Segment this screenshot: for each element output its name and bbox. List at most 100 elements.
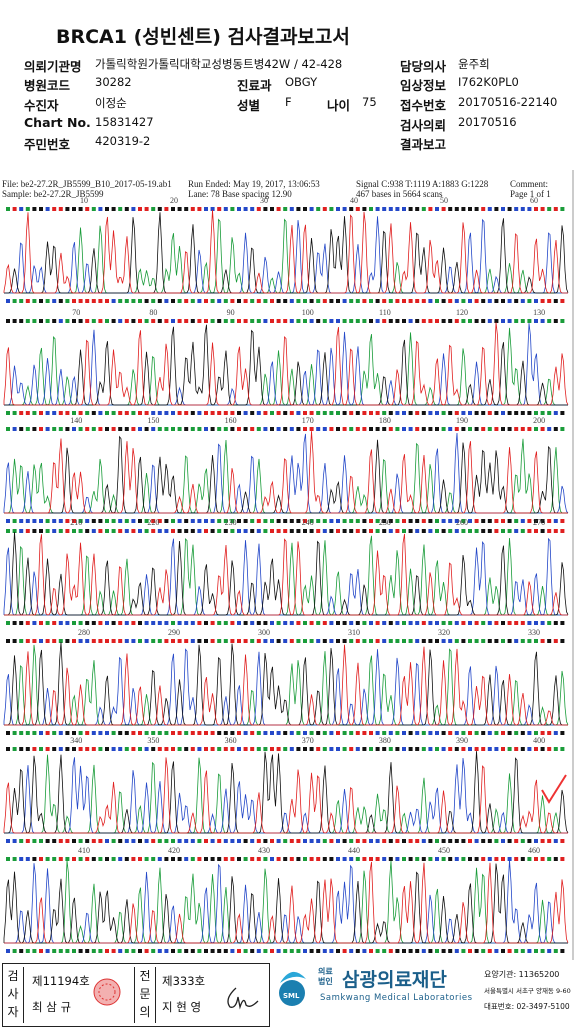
base-call xyxy=(19,857,24,861)
base-call xyxy=(296,857,301,861)
base-call xyxy=(415,639,420,643)
base-call xyxy=(553,621,558,625)
field-label: 진료과 xyxy=(237,78,272,93)
base-call xyxy=(210,519,215,523)
base-call xyxy=(131,299,136,303)
base-call xyxy=(25,411,30,415)
base-call xyxy=(534,529,538,533)
base-call xyxy=(12,207,17,211)
base-call xyxy=(329,299,334,303)
base-call xyxy=(25,299,30,303)
base-call xyxy=(65,411,70,415)
base-call xyxy=(342,299,347,303)
base-call xyxy=(39,427,43,431)
base-call xyxy=(369,747,373,751)
base-call xyxy=(32,857,37,861)
base-call xyxy=(355,639,360,643)
base-call xyxy=(78,529,83,533)
base-call xyxy=(309,299,314,303)
base-call xyxy=(223,427,228,431)
base-call xyxy=(256,519,261,523)
base-call xyxy=(223,207,228,211)
base-call xyxy=(527,519,532,523)
base-call xyxy=(421,949,426,953)
base-call xyxy=(336,621,340,625)
base-call xyxy=(217,207,222,211)
base-call xyxy=(184,411,189,415)
base-call xyxy=(58,621,63,625)
base-call xyxy=(382,519,387,523)
base-call xyxy=(494,299,499,303)
base-call xyxy=(204,427,208,431)
base-call xyxy=(540,857,545,861)
base-call xyxy=(78,839,83,843)
base-call xyxy=(487,747,492,751)
trace xyxy=(4,860,568,944)
base-call xyxy=(65,621,70,625)
base-call xyxy=(65,207,70,211)
base-call xyxy=(105,839,109,843)
base-call xyxy=(428,427,433,431)
base-call xyxy=(65,529,70,533)
field-label: 검사의뢰 xyxy=(400,118,447,133)
base-call xyxy=(402,319,406,323)
base-call xyxy=(52,519,57,523)
base-call xyxy=(448,839,453,843)
base-call xyxy=(454,747,459,751)
base-call xyxy=(547,839,552,843)
base-call xyxy=(230,529,235,533)
base-call xyxy=(263,207,268,211)
base-call xyxy=(39,731,43,735)
base-call xyxy=(256,731,261,735)
trace xyxy=(4,859,568,944)
field-label: Chart No. xyxy=(24,115,91,130)
base-call xyxy=(263,319,268,323)
base-call xyxy=(177,207,182,211)
base-call xyxy=(6,519,10,523)
base-call xyxy=(32,529,37,533)
base-call xyxy=(415,411,420,415)
base-call xyxy=(78,731,83,735)
base-call xyxy=(309,949,314,953)
base-call xyxy=(527,747,532,751)
page-count: Page 1 of 1 xyxy=(510,189,551,199)
position-label: 370 xyxy=(302,736,314,745)
base-call xyxy=(98,411,103,415)
base-call xyxy=(111,639,116,643)
base-call xyxy=(487,299,492,303)
base-call xyxy=(157,207,162,211)
base-call xyxy=(421,519,426,523)
position-label: 230 xyxy=(225,518,237,527)
base-call xyxy=(408,411,413,415)
base-call xyxy=(243,411,248,415)
base-call xyxy=(105,427,109,431)
base-call xyxy=(243,639,248,643)
base-call xyxy=(481,639,486,643)
base-call xyxy=(514,427,519,431)
base-call xyxy=(19,731,24,735)
base-call xyxy=(454,857,459,861)
base-call xyxy=(157,639,162,643)
tester-role: 검사자 xyxy=(6,967,24,1023)
base-call xyxy=(527,639,532,643)
base-call xyxy=(474,639,479,643)
base-call xyxy=(481,519,486,523)
base-call xyxy=(111,529,116,533)
base-call xyxy=(520,949,525,953)
base-call xyxy=(151,299,156,303)
base-call xyxy=(388,519,393,523)
base-call xyxy=(481,207,486,211)
base-call xyxy=(190,639,195,643)
base-call xyxy=(177,427,182,431)
base-call xyxy=(336,319,340,323)
base-call xyxy=(164,731,169,735)
base-call xyxy=(428,747,433,751)
base-call xyxy=(52,747,57,751)
base-call xyxy=(441,411,446,415)
base-call xyxy=(19,299,24,303)
base-call xyxy=(547,207,552,211)
base-call xyxy=(322,299,327,303)
base-call xyxy=(408,731,413,735)
base-call xyxy=(527,621,532,625)
base-call xyxy=(91,207,96,211)
